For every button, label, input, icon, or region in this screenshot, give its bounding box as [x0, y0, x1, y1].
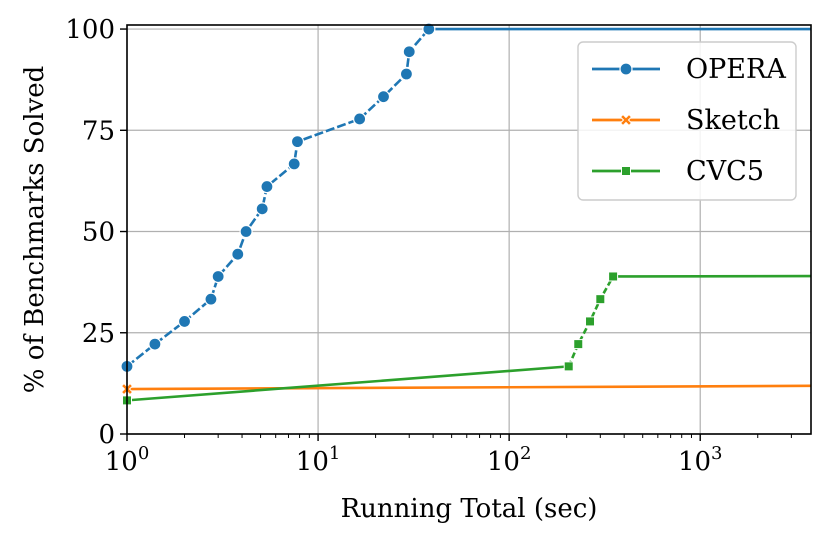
series-cvc5 [122, 271, 812, 406]
x-tick-base: 10 [487, 447, 520, 477]
legend-marker [621, 166, 631, 176]
plot-frame [126, 24, 812, 435]
legend-label-cvc5: CVC5 [686, 156, 764, 187]
data-point [287, 157, 301, 171]
y-axis-label: % of Benchmarks Solved [20, 66, 50, 394]
data-point [260, 179, 274, 194]
y-tick-label: 100 [65, 15, 115, 45]
data-point [231, 247, 245, 261]
data-point [204, 292, 218, 306]
y-tick-label: 50 [82, 218, 115, 248]
series-layer [120, 22, 812, 406]
x-axis-label: Running Total (sec) [341, 494, 598, 524]
y-tick-label: 0 [98, 420, 115, 450]
data-point [148, 337, 162, 351]
x-tick-label: 100 [105, 443, 150, 477]
data-point [353, 112, 367, 126]
series-line [126, 28, 430, 368]
data-point [608, 271, 619, 282]
x-tick-exponent: 1 [329, 443, 340, 464]
legend-marker [619, 62, 633, 76]
legend: OPERA Sketch CVC5 [577, 41, 797, 201]
x-tick-base: 10 [105, 447, 138, 477]
x-tick-label: 103 [678, 443, 723, 477]
y-tick-label: 25 [82, 319, 115, 349]
data-point [585, 316, 596, 327]
data-point [239, 224, 253, 239]
x-tick-label: 101 [296, 443, 341, 477]
data-point [376, 90, 391, 104]
series-line [126, 384, 812, 391]
series-line [126, 365, 569, 402]
x-tick-base: 10 [678, 447, 711, 477]
data-point [177, 314, 192, 329]
legend-label-opera: OPERA [686, 54, 786, 85]
data-point [402, 45, 416, 59]
data-point [595, 294, 606, 305]
data-point [573, 339, 584, 350]
data-point [563, 361, 574, 372]
y-tick-label: 75 [82, 116, 115, 146]
x-tick-exponent: 3 [711, 443, 722, 464]
legend-label-sketch: Sketch [686, 105, 780, 136]
data-point [290, 135, 305, 149]
x-tick-exponent: 2 [520, 443, 531, 464]
data-point [211, 269, 225, 284]
x-tick-exponent: 0 [138, 443, 149, 464]
data-point [422, 22, 436, 36]
legend-box [577, 41, 797, 201]
legend-marker [619, 113, 633, 127]
x-tick-label: 102 [487, 443, 532, 477]
series-opera [120, 22, 812, 373]
data-point [399, 67, 414, 81]
x-tick-base: 10 [296, 447, 329, 477]
data-point [255, 202, 269, 216]
